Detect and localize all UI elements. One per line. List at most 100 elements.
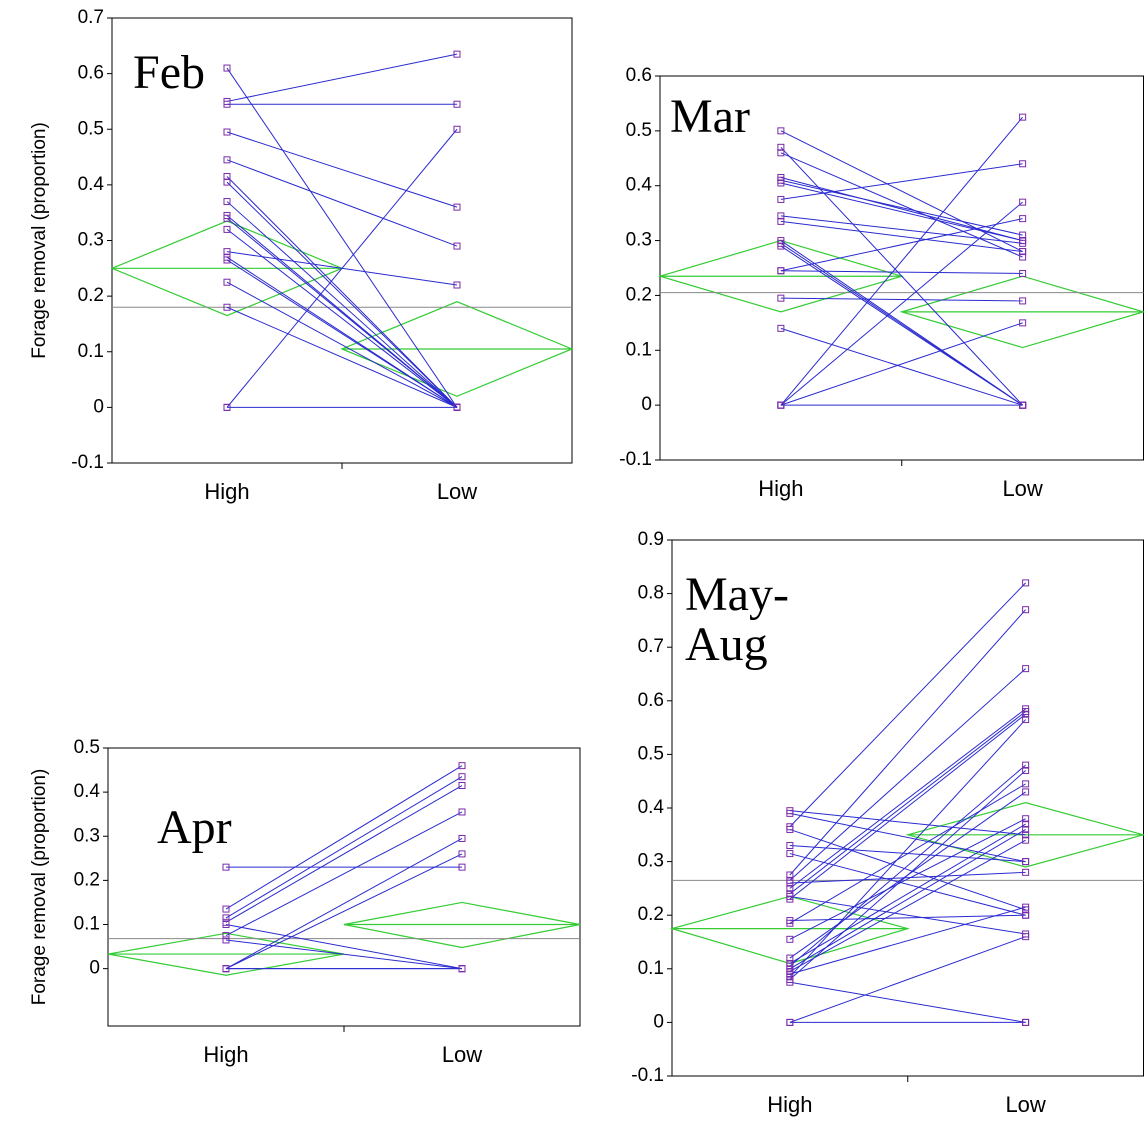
pair-line: [225, 853, 463, 970]
y-tick-label: 0.5: [74, 737, 100, 758]
pair-line: [225, 776, 463, 919]
point: [786, 1018, 794, 1026]
pair-line: [780, 297, 1023, 302]
y-tick-label: 0.4: [638, 797, 665, 818]
pair-line: [789, 839, 1026, 972]
point: [1022, 665, 1030, 673]
point: [777, 324, 785, 332]
pair-line: [780, 116, 1024, 406]
y-tick-label: -0.1: [71, 452, 104, 473]
pair-line: [789, 895, 1026, 935]
y-tick-label: -0.1: [619, 449, 652, 470]
pair-line: [226, 181, 458, 408]
pair-line: [780, 215, 1023, 244]
pair-line: [789, 829, 1026, 970]
point: [777, 195, 785, 203]
y-tick-label: 0.8: [638, 583, 664, 604]
pair-line: [789, 936, 1026, 1023]
y-tick-label: 0.2: [74, 869, 100, 890]
point: [458, 808, 466, 816]
point: [223, 403, 231, 411]
point: [1019, 198, 1027, 206]
pair-line: [789, 810, 1026, 836]
pair-line: [226, 201, 458, 408]
point: [777, 217, 785, 225]
point: [1022, 710, 1030, 718]
pair-line: [226, 159, 458, 247]
point: [453, 50, 461, 58]
y-tick-label: 0.9: [638, 529, 664, 550]
point: [1022, 606, 1030, 614]
y-axis-label: Forage removal (proportion): [29, 769, 50, 1006]
panel-title: Feb: [133, 46, 205, 99]
point: [458, 773, 466, 781]
y-tick-label: 0.5: [638, 743, 664, 764]
y-tick-label: 0: [641, 394, 652, 415]
y-tick-label: 0.4: [626, 175, 653, 196]
pair-line: [780, 201, 1023, 406]
point: [1022, 579, 1030, 587]
pair-line: [225, 765, 463, 910]
y-tick-label: 0.2: [638, 904, 664, 925]
pair-line: [226, 306, 458, 408]
point: [222, 921, 230, 929]
point: [1022, 836, 1030, 844]
pair-line: [789, 582, 1026, 828]
panel-title: May-Aug: [685, 568, 789, 671]
point: [786, 978, 794, 986]
point: [223, 225, 231, 233]
pair-line: [789, 711, 1026, 895]
y-axis-label: Forage removal (proportion): [29, 122, 50, 359]
point: [786, 879, 794, 887]
pair-line: [789, 906, 1026, 975]
point: [453, 403, 461, 411]
point: [223, 278, 231, 286]
point: [1022, 858, 1030, 866]
point: [458, 965, 466, 973]
point: [786, 895, 794, 903]
x-tick-label: High: [767, 1092, 812, 1117]
point: [786, 850, 794, 858]
point: [223, 64, 231, 72]
pair-line: [789, 609, 1026, 876]
pair-line: [789, 871, 1026, 884]
point: [223, 198, 231, 206]
point: [786, 871, 794, 879]
pair-line: [226, 128, 458, 408]
y-tick-label: 0.5: [626, 120, 652, 141]
x-tick-label: Low: [442, 1042, 482, 1067]
y-tick-label: 0.1: [626, 339, 652, 360]
point: [223, 156, 231, 164]
y-tick-label: 0.5: [78, 118, 104, 139]
y-tick-label: 0.6: [638, 690, 664, 711]
pair-line: [226, 281, 458, 408]
point: [1022, 825, 1030, 833]
point: [777, 242, 785, 250]
point: [777, 267, 785, 275]
pair-line: [780, 322, 1023, 406]
y-tick-label: 0.2: [626, 284, 652, 305]
point: [453, 125, 461, 133]
y-tick-label: 0.7: [78, 7, 104, 28]
point: [222, 905, 230, 913]
point: [786, 825, 794, 833]
point: [222, 914, 230, 922]
pair-line: [780, 177, 1023, 242]
pair-line: [789, 783, 1026, 924]
pair-line: [780, 163, 1023, 200]
point: [1022, 766, 1030, 774]
x-tick-label: Low: [437, 479, 477, 504]
x-tick-label: High: [203, 1042, 248, 1067]
point: [1022, 788, 1030, 796]
pair-line: [789, 764, 1026, 967]
y-tick-label: -0.1: [631, 1065, 664, 1086]
point: [453, 281, 461, 289]
point: [1022, 911, 1030, 919]
pair-line: [789, 668, 1026, 881]
pair-line: [225, 924, 463, 970]
point: [1019, 297, 1027, 305]
point: [458, 863, 466, 871]
pair-line: [780, 220, 1023, 253]
